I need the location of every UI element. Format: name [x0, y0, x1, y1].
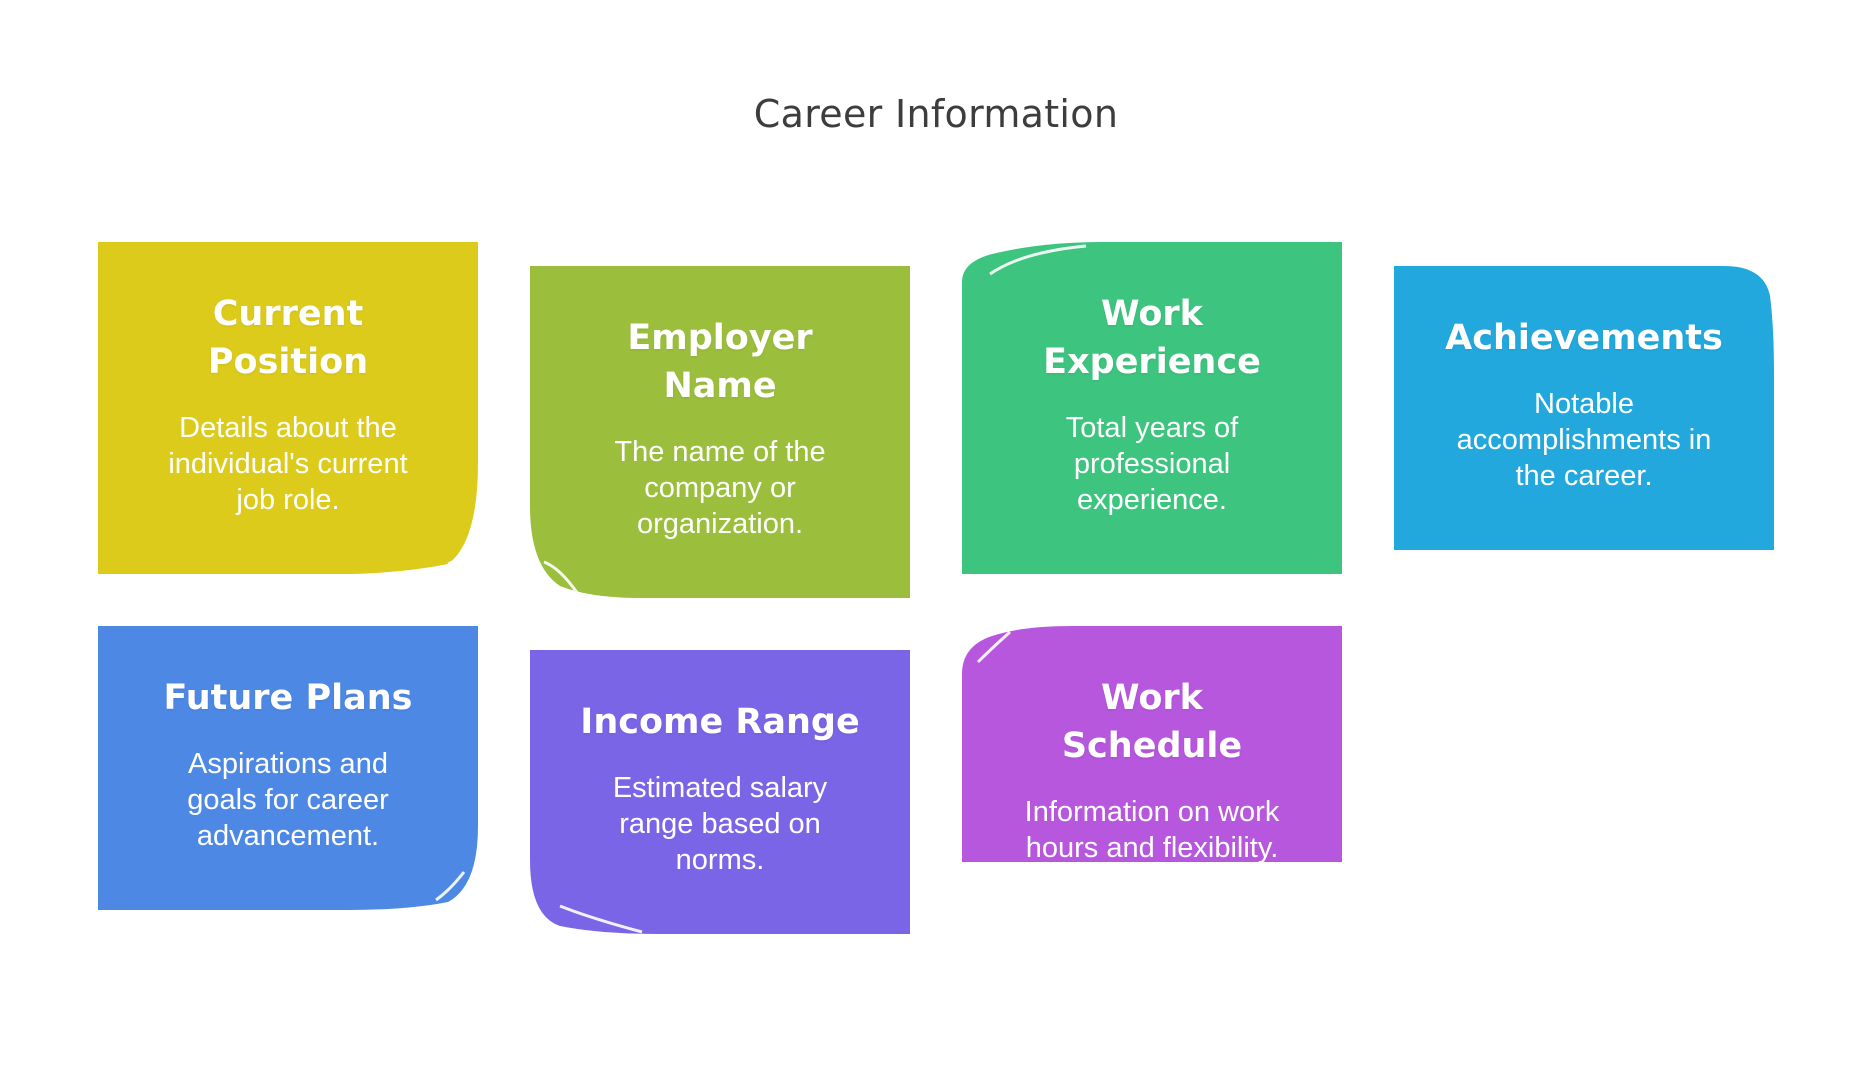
card-description: Total years of professional experience. [1065, 412, 1239, 516]
card-background [962, 242, 1342, 574]
card-background [530, 650, 910, 934]
card-employer-name: Employer Name The name of the company or… [530, 266, 910, 598]
card-heading: Employer Name [627, 318, 813, 406]
card-curl [435, 871, 466, 902]
card-achievements: Achievements Notable accomplishments in … [1394, 266, 1774, 550]
card-background [1394, 266, 1774, 550]
card-heading: Work Experience [1043, 294, 1261, 382]
card-heading: Achievements [1445, 318, 1723, 358]
card-description: Estimated salary range based on norms. [612, 772, 828, 876]
card-work-schedule: Work Schedule Information on work hours … [962, 626, 1342, 864]
card-curl [989, 244, 1087, 276]
card-description: Details about the individual's current j… [168, 412, 408, 516]
card-description: Notable accomplishments in the career. [1456, 388, 1712, 492]
card-curl [447, 523, 476, 566]
card-heading: Income Range [580, 702, 860, 742]
card-shape [962, 626, 1342, 862]
card-description: Information on work hours and flexibilit… [1024, 796, 1280, 864]
card-work-experience: Work Experience Total years of professio… [962, 242, 1342, 574]
card-background [98, 242, 478, 574]
card-shape [1394, 266, 1774, 550]
card-curl [559, 904, 643, 934]
card-income-range: Income Range Estimated salary range base… [530, 650, 910, 934]
card-future-plans: Future Plans Aspirations and goals for c… [98, 626, 478, 910]
card-curl [976, 630, 1011, 664]
card-curl [543, 560, 580, 595]
card-description: Aspirations and goals for career advance… [187, 748, 389, 852]
card-shape [98, 626, 478, 910]
card-shape [98, 242, 478, 574]
card-shape [962, 242, 1342, 574]
card-heading: Future Plans [163, 678, 413, 718]
card-description: The name of the company or organization. [614, 436, 826, 540]
card-shape [530, 266, 910, 598]
card-background [530, 266, 910, 598]
card-heading: Current Position [207, 294, 369, 382]
page-title: Career Information [753, 92, 1119, 136]
card-background [962, 626, 1342, 862]
card-heading: Work Schedule [1061, 678, 1243, 766]
card-shape [530, 650, 910, 934]
card-current-position: Current Position Details about the indiv… [98, 242, 478, 574]
card-background [98, 626, 478, 910]
